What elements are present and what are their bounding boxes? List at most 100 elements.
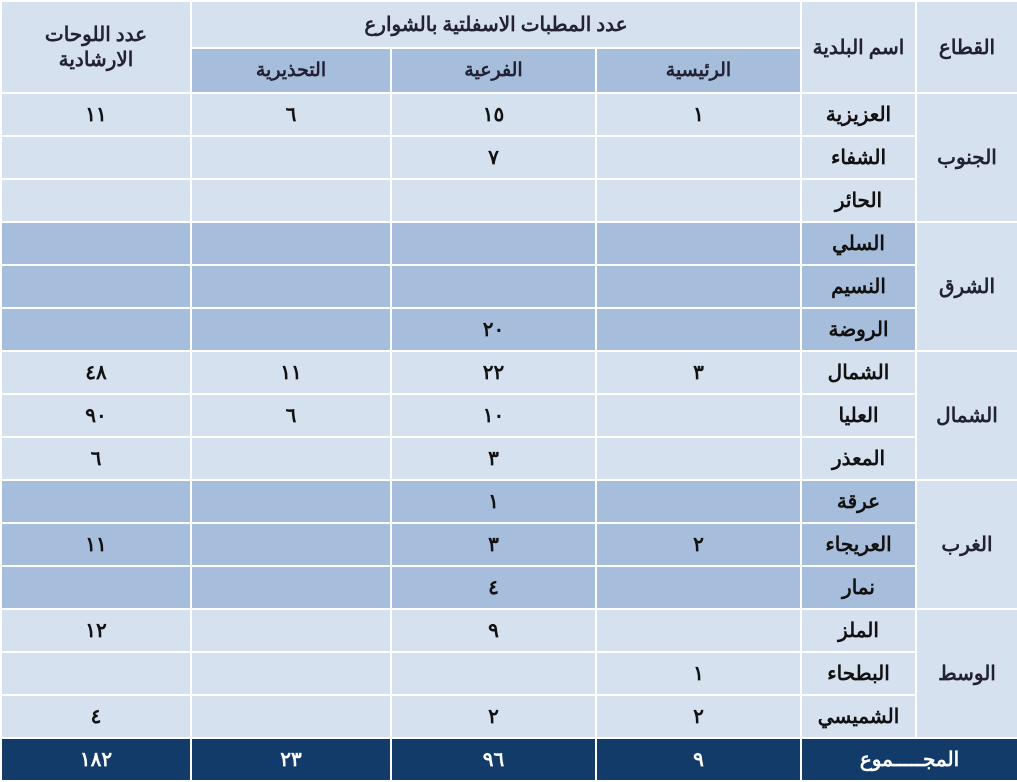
totals-label: المجـــــموع <box>799 738 1016 781</box>
municipality-cell: الشمال <box>799 351 914 394</box>
municipality-cell: الملز <box>799 609 914 652</box>
main-cell <box>594 179 799 222</box>
signs-cell <box>0 652 189 695</box>
sub-cell: ٢٢ <box>389 351 594 394</box>
table-row: الشرقالسلي <box>0 222 1016 265</box>
header-warning: التحذيرية <box>189 48 389 93</box>
municipality-cell: البطحاء <box>799 652 914 695</box>
sector-cell: الوسط <box>914 609 1016 738</box>
sub-cell: ٤ <box>389 566 594 609</box>
main-cell <box>594 609 799 652</box>
main-cell: ١ <box>594 652 799 695</box>
main-cell <box>594 136 799 179</box>
warn-cell <box>189 308 389 351</box>
municipality-cell: الحائر <box>799 179 914 222</box>
table-row: العليا ١٠٦٩٠ <box>0 394 1016 437</box>
totals-main: ٩ <box>594 738 799 781</box>
table-row: الشمالالشمال٣٢٢١١٤٨ <box>0 351 1016 394</box>
sub-cell: ٢٠ <box>389 308 594 351</box>
signs-cell <box>0 179 189 222</box>
header-bumps-group: عدد المطبات الاسفلتية بالشوارع <box>189 1 799 48</box>
warn-cell: ٦ <box>189 394 389 437</box>
main-cell <box>594 308 799 351</box>
header-sector: القطاع <box>914 1 1016 93</box>
sub-cell <box>389 222 594 265</box>
header-main-roads: الرئيسية <box>594 48 799 93</box>
signs-cell <box>0 566 189 609</box>
warn-cell <box>189 480 389 523</box>
signs-cell <box>0 480 189 523</box>
table-row: الغربعرقة١ <box>0 480 1016 523</box>
table-header: القطاع اسم البلدية عدد المطبات الاسفلتية… <box>0 1 1016 93</box>
municipality-cell: العليا <box>799 394 914 437</box>
warn-cell <box>189 265 389 308</box>
signs-cell: ٦ <box>0 437 189 480</box>
signs-cell <box>0 222 189 265</box>
table-row: المعذر ٣ ٦ <box>0 437 1016 480</box>
main-cell: ٢ <box>594 695 799 738</box>
signs-cell: ٩٠ <box>0 394 189 437</box>
warn-cell <box>189 609 389 652</box>
signs-cell: ١١ <box>0 523 189 566</box>
sub-cell: ٣ <box>389 523 594 566</box>
municipality-cell: المعذر <box>799 437 914 480</box>
main-cell <box>594 437 799 480</box>
municipality-cell: الشميسي <box>799 695 914 738</box>
table-footer: المجـــــموع ٩ ٩٦ ٢٣ ١٨٢ <box>0 738 1016 781</box>
main-cell <box>594 222 799 265</box>
warn-cell <box>189 437 389 480</box>
municipality-cell: الروضة <box>799 308 914 351</box>
header-sub-roads: الفرعية <box>389 48 594 93</box>
municipality-cell: نمار <box>799 566 914 609</box>
warn-cell <box>189 179 389 222</box>
municipality-cell: عرقة <box>799 480 914 523</box>
warn-cell <box>189 695 389 738</box>
municipality-cell: العزيزية <box>799 93 914 136</box>
sector-cell: الشرق <box>914 222 1016 351</box>
sub-cell <box>389 179 594 222</box>
municipality-cell: العريجاء <box>799 523 914 566</box>
municipality-cell: النسيم <box>799 265 914 308</box>
totals-sub: ٩٦ <box>389 738 594 781</box>
warn-cell: ٦ <box>189 93 389 136</box>
table-row: الحائر <box>0 179 1016 222</box>
main-cell: ١ <box>594 93 799 136</box>
table-row: الروضة ٢٠ <box>0 308 1016 351</box>
warn-cell <box>189 136 389 179</box>
warn-cell <box>189 222 389 265</box>
sub-cell <box>389 652 594 695</box>
warn-cell <box>189 523 389 566</box>
totals-signs: ١٨٢ <box>0 738 189 781</box>
sub-cell: ٩ <box>389 609 594 652</box>
speed-bumps-table: القطاع اسم البلدية عدد المطبات الاسفلتية… <box>0 0 1017 782</box>
main-cell <box>594 480 799 523</box>
warn-cell <box>189 566 389 609</box>
warn-cell <box>189 652 389 695</box>
signs-cell: ١١ <box>0 93 189 136</box>
sub-cell: ٢ <box>389 695 594 738</box>
main-cell: ٢ <box>594 523 799 566</box>
table-row: النسيم <box>0 265 1016 308</box>
table-row: الشميسي٢٢٤ <box>0 695 1016 738</box>
sub-cell: ١٥ <box>389 93 594 136</box>
header-municipality: اسم البلدية <box>799 1 914 93</box>
sub-cell: ١ <box>389 480 594 523</box>
totals-warn: ٢٣ <box>189 738 389 781</box>
main-cell <box>594 265 799 308</box>
table-row: نمار ٤ <box>0 566 1016 609</box>
table-row: العريجاء٢٣ ١١ <box>0 523 1016 566</box>
sub-cell: ٧ <box>389 136 594 179</box>
signs-cell: ١٢ <box>0 609 189 652</box>
signs-cell: ٤ <box>0 695 189 738</box>
sub-cell <box>389 265 594 308</box>
main-cell <box>594 394 799 437</box>
table-row: الوسطالملز٩١٢ <box>0 609 1016 652</box>
municipality-cell: الشفاء <box>799 136 914 179</box>
main-cell: ٣ <box>594 351 799 394</box>
signs-cell <box>0 136 189 179</box>
sub-cell: ١٠ <box>389 394 594 437</box>
header-signs: عدد اللوحات الارشادية <box>0 1 189 93</box>
sub-cell: ٣ <box>389 437 594 480</box>
sector-cell: الغرب <box>914 480 1016 609</box>
sector-cell: الشمال <box>914 351 1016 480</box>
